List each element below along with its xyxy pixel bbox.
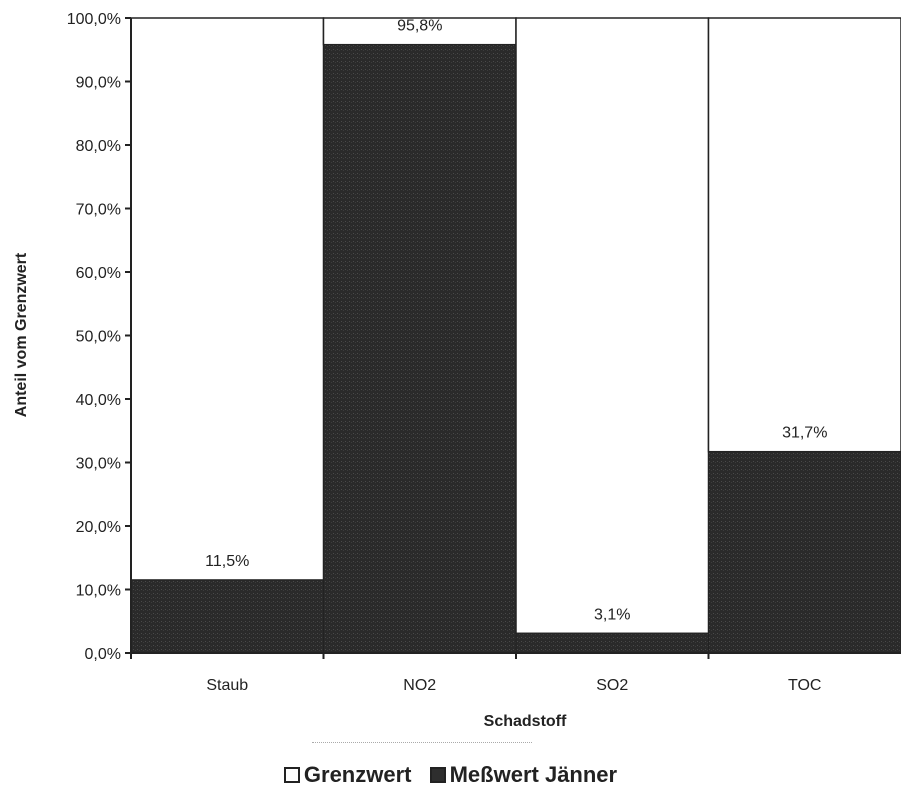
bar-messwert-staub [130, 579, 324, 654]
legend-swatch-grenzwert [283, 767, 300, 783]
y-tick-label-100: 100,0% [67, 11, 121, 28]
legend-swatch-messwert [429, 767, 446, 783]
y-tick-label-70: 70,0% [76, 202, 121, 219]
bars-group [130, 17, 901, 654]
legend: Grenzwert Meßwert Jänner [0, 762, 901, 788]
y-tick-label-20: 20,0% [76, 519, 121, 536]
bar-grenzwert-so2 [515, 17, 710, 635]
category-label-staub: Staub [206, 677, 248, 694]
y-tick-label-10: 10,0% [76, 583, 121, 600]
legend-divider [312, 742, 532, 743]
y-tick-label-80: 80,0% [76, 138, 121, 155]
legend-item-messwert: Meßwert Jänner [429, 762, 618, 788]
legend-label-grenzwert: Grenzwert [303, 762, 412, 787]
data-label-no2: 95,8% [397, 18, 442, 35]
axes-group [125, 17, 901, 659]
data-label-toc: 31,7% [782, 425, 827, 442]
data-label-staub: 11,5% [205, 553, 249, 570]
bar-grenzwert-staub [130, 17, 325, 581]
bar-grenzwert-toc [707, 17, 901, 453]
legend-label-messwert: Meßwert Jänner [449, 762, 618, 787]
labels-group: 11,5% Staub 95,8% NO2 3,1% SO2 31,7% TOC 0,0% 10,… [67, 11, 828, 694]
y-tick-label-0: 0,0% [85, 646, 121, 663]
category-label-toc: TOC [788, 677, 821, 694]
category-label-so2: SO2 [596, 677, 628, 694]
y-tick-label-60: 60,0% [76, 265, 121, 282]
y-axis-title: Anteil vom Grenzwert [13, 252, 30, 417]
y-tick-label-40: 40,0% [76, 392, 121, 409]
y-tick-label-30: 30,0% [76, 456, 121, 473]
y-tick-label-90: 90,0% [76, 75, 121, 92]
bar-messwert-toc [708, 451, 901, 654]
category-label-no2: NO2 [403, 677, 436, 694]
legend-item-grenzwert: Grenzwert [283, 762, 412, 788]
data-label-so2: 3,1% [594, 606, 630, 623]
y-tick-label-50: 50,0% [76, 329, 121, 346]
bar-messwert-no2 [323, 44, 517, 654]
bar-messwert-so2 [515, 632, 709, 654]
x-axis-title: Schadstoff [484, 713, 567, 730]
